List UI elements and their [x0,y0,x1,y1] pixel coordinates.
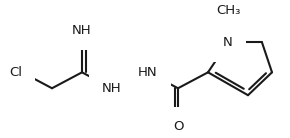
Text: HN: HN [138,66,158,79]
Text: CH₃: CH₃ [216,4,240,17]
Text: NH: NH [102,82,122,95]
Text: N: N [223,36,233,49]
Text: Cl: Cl [9,66,22,79]
Text: O: O [173,120,183,133]
Text: NH: NH [72,24,92,37]
